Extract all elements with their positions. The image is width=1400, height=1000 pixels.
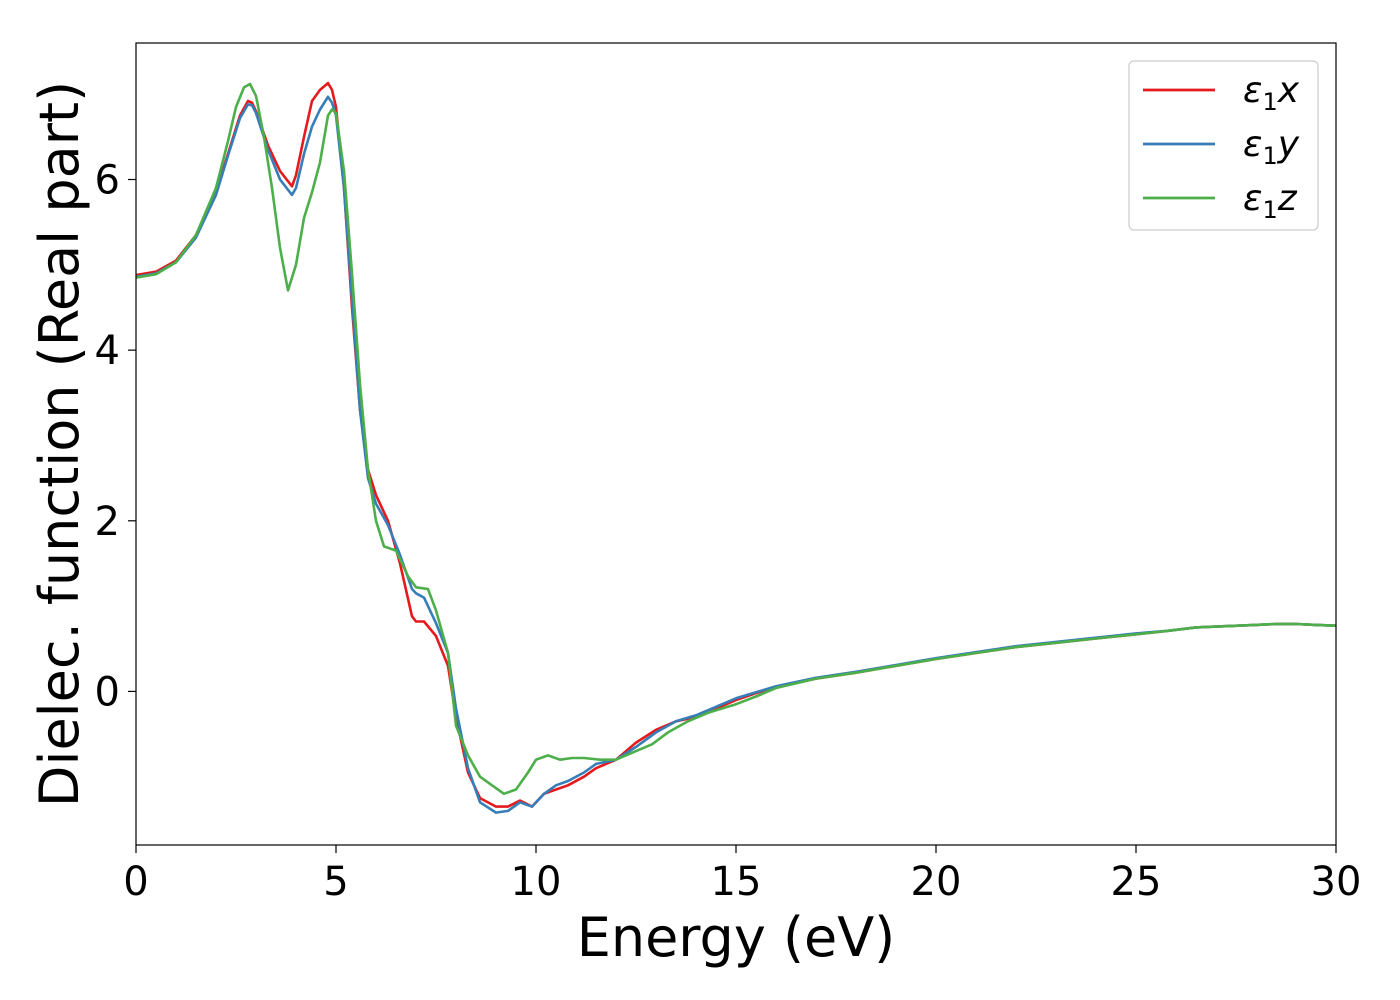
legend-label-z: ε1z	[1243, 178, 1298, 224]
x-tick-label: 0	[123, 859, 148, 905]
x-tick-label: 10	[511, 859, 562, 905]
x-tick-label: 30	[1311, 859, 1362, 905]
x-axis-title: Energy (eV)	[577, 906, 896, 969]
y-tick-label: 4	[95, 328, 120, 374]
y-axis: 0 2 4 6	[95, 158, 136, 715]
x-tick-label: 20	[911, 859, 962, 905]
y-tick-label: 6	[95, 158, 120, 204]
x-tick-label: 15	[711, 859, 762, 905]
x-tick-label: 5	[323, 859, 348, 905]
x-tick-label: 25	[1111, 859, 1162, 905]
legend-box	[1128, 60, 1319, 231]
legend: ε1x ε1y ε1z	[1128, 60, 1319, 231]
series-line-z	[136, 82, 1336, 796]
y-tick-label: 2	[95, 499, 120, 545]
legend-label-y: ε1y	[1243, 124, 1300, 170]
legend-label-x: ε1x	[1243, 70, 1300, 116]
series-layer	[136, 81, 1336, 814]
y-axis-title: Dielec. function (Real part)	[28, 81, 91, 807]
x-axis: 0 5 10 15 20 25 30	[123, 845, 1361, 905]
y-tick-label: 0	[95, 669, 120, 715]
